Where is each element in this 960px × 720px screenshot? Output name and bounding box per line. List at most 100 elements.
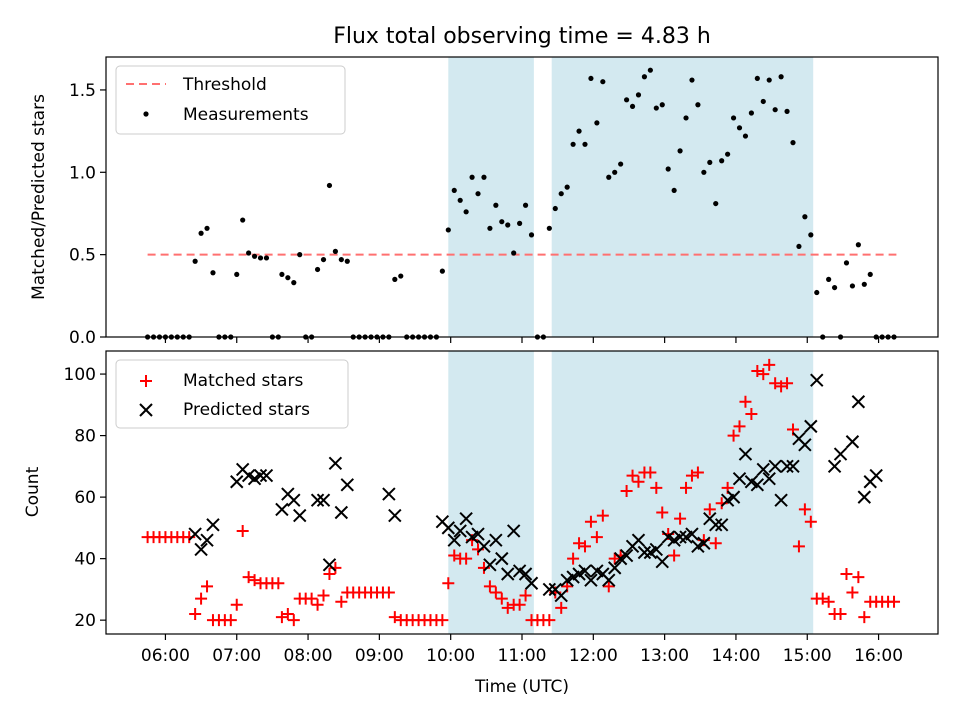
predicted-star-point — [750, 478, 765, 492]
measurement-point — [338, 256, 344, 263]
predicted-star-point — [328, 456, 343, 470]
bottom-shaded-spans — [448, 351, 814, 634]
top-y-axis-label: Matched/Predicted stars — [29, 94, 49, 300]
measurement-point — [784, 108, 790, 114]
y-tick-label: 20 — [74, 611, 96, 631]
predicted-star-point — [471, 527, 485, 541]
measurement-point — [582, 141, 588, 147]
matched-star-point — [335, 595, 348, 608]
measurement-point — [398, 273, 404, 279]
predicted-star-point — [287, 493, 301, 507]
matched-star-point — [888, 595, 901, 608]
measurement-point — [790, 140, 796, 146]
legend-matched-swatch — [140, 375, 152, 387]
predicted-star-point — [637, 545, 652, 560]
predicted-star-point — [732, 471, 747, 486]
top-legend-box — [115, 65, 346, 135]
matched-star-point — [382, 586, 395, 599]
predicted-star-point — [833, 447, 848, 461]
measurement-point — [257, 255, 264, 261]
measurement-point — [843, 260, 850, 266]
matched-star-point — [691, 466, 704, 479]
measurement-point — [546, 225, 552, 231]
measurement-point — [861, 281, 867, 287]
matched-star-point — [852, 571, 865, 584]
measurement-point — [439, 268, 445, 274]
measurement-point — [677, 148, 683, 154]
matched-star-point — [201, 580, 214, 593]
predicted-star-point — [206, 518, 220, 532]
predicted-star-point — [810, 373, 824, 387]
measurement-point — [511, 250, 517, 256]
y-tick-label: 40 — [74, 550, 96, 570]
predicted-star-point — [851, 395, 866, 409]
count-points — [141, 358, 901, 627]
measurement-point — [641, 74, 648, 80]
predicted-star-point — [200, 533, 214, 547]
predicted-star-point — [542, 582, 557, 597]
matched-star-point — [287, 614, 300, 627]
matched-star-point — [596, 509, 609, 522]
measurement-point — [314, 266, 321, 273]
matched-star-point — [189, 608, 202, 621]
measurement-point — [802, 214, 808, 220]
matched-star-point — [840, 568, 853, 581]
predicted-star-point — [489, 533, 503, 547]
matched-star-point — [668, 549, 681, 562]
legend-measurements-swatch — [143, 111, 149, 117]
predicted-star-point — [459, 511, 473, 526]
measurement-point — [528, 232, 535, 238]
measurement-point — [653, 105, 659, 111]
measurement-point — [481, 174, 487, 180]
x-tick-label: 16:00 — [854, 646, 903, 666]
matched-star-point — [781, 377, 794, 390]
matched-star-point — [846, 586, 859, 599]
measurement-point — [469, 174, 475, 180]
shaded-span — [551, 351, 814, 634]
measurement-point — [499, 219, 505, 225]
measurement-point — [588, 75, 594, 82]
matched-star-point — [513, 598, 526, 611]
predicted-star-point — [334, 505, 349, 520]
measurement-point — [297, 252, 303, 258]
legend-matched-label: Matched stars — [183, 371, 303, 391]
measurement-point — [606, 174, 612, 180]
measurement-point — [766, 77, 772, 83]
predicted-star-point — [673, 530, 687, 544]
predicted-star-point — [194, 542, 208, 557]
predicted-star-point — [310, 493, 325, 507]
x-tick-label: 12:00 — [569, 646, 618, 666]
predicted-star-point — [453, 524, 467, 538]
legend-predicted-label: Predicted stars — [183, 400, 310, 420]
matched-star-point — [834, 608, 847, 621]
matched-star-point — [620, 484, 633, 497]
top-legend: Threshold Measurements — [115, 65, 346, 135]
predicted-star-point — [608, 561, 622, 575]
predicted-star-point — [780, 459, 794, 474]
predicted-star-point — [798, 438, 812, 452]
matched-star-point — [224, 614, 237, 627]
top-axes-frame — [105, 56, 939, 338]
measurement-point — [392, 276, 398, 282]
y-tick-label: 60 — [74, 488, 96, 508]
matched-star-point — [311, 598, 324, 611]
measurement-point — [665, 166, 671, 172]
predicted-star-point — [441, 521, 456, 535]
matched-star-point — [709, 537, 722, 550]
x-tick-label: 06:00 — [141, 646, 190, 666]
bottom-legend-box — [115, 359, 349, 429]
matched-star-point — [703, 503, 716, 516]
measurement-point — [701, 169, 707, 175]
measurement-point — [600, 79, 606, 85]
measurement-point — [683, 115, 689, 121]
predicted-star-point — [340, 478, 354, 492]
predicted-star-point — [857, 490, 872, 504]
predicted-star-point — [554, 588, 568, 603]
measurement-point — [285, 275, 291, 281]
predicted-star-point — [275, 502, 289, 517]
matched-star-point — [804, 515, 817, 528]
measurement-point — [796, 243, 802, 250]
measurement-point — [576, 128, 582, 134]
top-y-ticks: 0.0 0.5 1.0 1.5 — [69, 81, 106, 348]
matched-star-point — [602, 580, 615, 593]
